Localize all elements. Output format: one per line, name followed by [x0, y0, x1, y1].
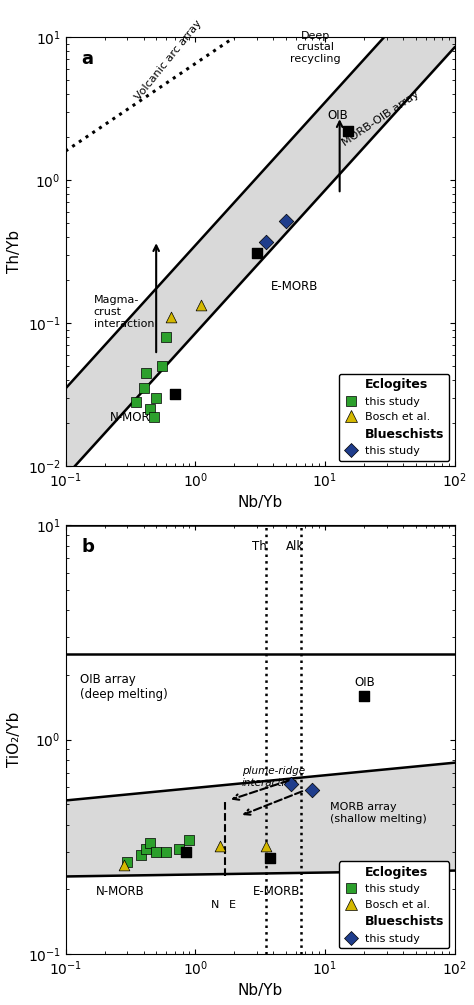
Text: a: a: [81, 50, 93, 68]
Point: [146, 835, 154, 851]
Text: b: b: [81, 538, 94, 556]
Point: [152, 390, 160, 406]
Point: [143, 840, 150, 856]
Text: Th: Th: [252, 541, 266, 553]
Y-axis label: TiO₂/Yb: TiO₂/Yb: [7, 712, 22, 767]
Point: [163, 843, 170, 859]
Text: Deep
crustal
recycling: Deep crustal recycling: [291, 31, 341, 64]
Point: [152, 843, 160, 859]
Point: [120, 857, 128, 873]
Legend: Eclogites, this study, Bosch et al., Blueschists, this study: Eclogites, this study, Bosch et al., Blu…: [338, 861, 449, 949]
Point: [158, 359, 165, 375]
Text: OIB: OIB: [355, 675, 375, 688]
Point: [146, 401, 154, 417]
Point: [253, 245, 261, 261]
Point: [309, 782, 316, 798]
X-axis label: Nb/Yb: Nb/Yb: [237, 495, 283, 511]
Point: [140, 381, 147, 397]
Text: E-MORB: E-MORB: [270, 280, 318, 293]
Point: [185, 832, 193, 848]
Point: [216, 837, 224, 853]
Point: [150, 409, 158, 425]
Point: [163, 329, 170, 345]
Text: N-MORB: N-MORB: [110, 411, 159, 424]
Point: [282, 213, 290, 229]
Point: [175, 840, 183, 856]
Text: MORB-OIB array: MORB-OIB array: [340, 89, 421, 148]
Text: plume-ridge
interaction: plume-ridge interaction: [242, 767, 305, 788]
Text: E: E: [228, 899, 236, 910]
Text: Volcanic arc array: Volcanic arc array: [133, 19, 203, 103]
Text: E-MORB: E-MORB: [253, 885, 301, 898]
Point: [344, 124, 352, 140]
Point: [143, 365, 150, 381]
Text: N-MORB: N-MORB: [95, 885, 144, 898]
Point: [262, 234, 270, 250]
Point: [137, 847, 145, 863]
Text: Alk: Alk: [286, 541, 304, 553]
Point: [171, 386, 179, 402]
Point: [124, 853, 131, 869]
Point: [360, 687, 368, 704]
Point: [197, 296, 204, 313]
Text: OIB array
(deep melting): OIB array (deep melting): [80, 673, 168, 701]
Text: N: N: [211, 899, 219, 910]
Point: [266, 850, 274, 866]
X-axis label: Nb/Yb: Nb/Yb: [237, 983, 283, 998]
Point: [167, 310, 175, 326]
Text: Magma-
crust
interaction: Magma- crust interaction: [94, 295, 154, 329]
Point: [262, 837, 270, 853]
Point: [287, 776, 295, 792]
Point: [132, 394, 140, 410]
Text: OIB: OIB: [328, 109, 348, 122]
Text: MORB array
(shallow melting): MORB array (shallow melting): [330, 802, 427, 824]
Legend: Eclogites, this study, Bosch et al., Blueschists, this study: Eclogites, this study, Bosch et al., Blu…: [338, 374, 449, 460]
Point: [182, 843, 190, 859]
Y-axis label: Th/Yb: Th/Yb: [7, 230, 22, 273]
